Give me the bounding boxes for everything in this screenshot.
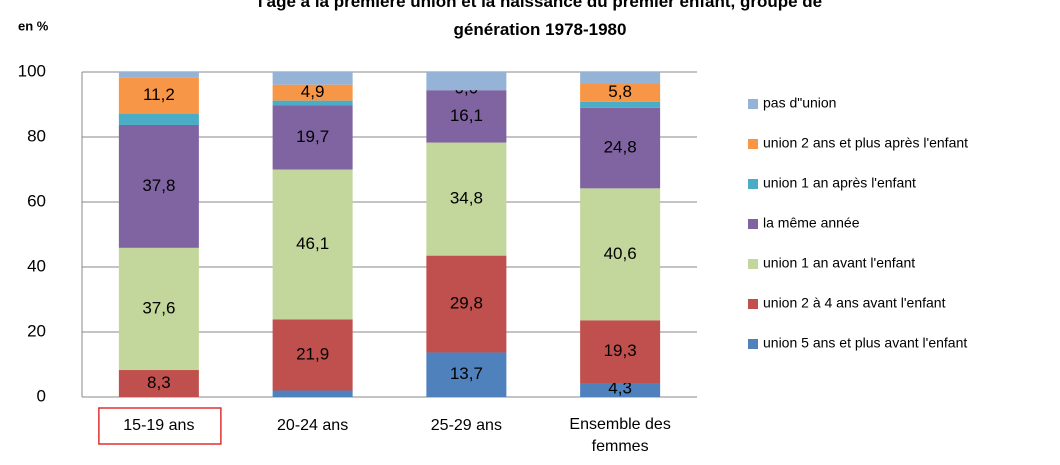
bar-segment: [118, 124, 199, 248]
bar-segment: [426, 352, 507, 397]
legend-label: union 2 ans et plus après l'enfant: [763, 135, 968, 151]
x-tick-label: 20-24 ans: [277, 417, 348, 434]
legend-swatch: [748, 299, 758, 309]
y-axis-label: en %: [18, 18, 49, 33]
bar-segment: [118, 77, 199, 114]
bar-segment: [272, 319, 353, 391]
value-label: 4,3: [608, 378, 632, 397]
x-tick-label-box: Ensemble des femmes: [569, 416, 671, 455]
value-label: 13,7: [450, 364, 483, 383]
y-tick-label: 60: [27, 191, 46, 210]
highlight-box: [98, 407, 222, 445]
value-label: 11,2: [143, 85, 175, 104]
legend-label: union 1 an après l'enfant: [763, 175, 916, 191]
bar-segment: [118, 247, 199, 371]
x-tick-label: 15-19 ans: [123, 417, 194, 434]
bar-segment: [426, 72, 507, 91]
value-label: 16,1: [450, 106, 483, 125]
bar-segment: [426, 142, 507, 256]
bar-segment: [272, 169, 353, 320]
legend-label: pas d"union: [763, 95, 836, 111]
value-label: 46,1: [296, 234, 329, 253]
legend-label: union 5 ans et plus avant l'enfant: [763, 335, 967, 351]
bar-segment: [272, 72, 353, 85]
value-label: 24,8: [604, 138, 637, 157]
bar-segment: [272, 105, 353, 170]
value-label: 37,6: [142, 298, 175, 317]
value-label: 37,8: [142, 176, 175, 195]
x-tick-label: 25-29 ans: [431, 417, 502, 434]
legend-swatch: [748, 179, 758, 189]
legend-label: union 1 an avant l'enfant: [763, 255, 915, 271]
legend-label: union 2 à 4 ans avant l'enfant: [763, 295, 946, 311]
value-label: 29,8: [450, 294, 483, 313]
bar-segment: [580, 107, 661, 189]
bar-segment: [580, 101, 661, 108]
chart-title: l'âge à la première union et la naissanc…: [257, 0, 823, 39]
value-label: 8,3: [147, 373, 171, 392]
bar-segment: [580, 72, 661, 84]
bar-segment: [272, 390, 353, 397]
legend-label: la même année: [763, 215, 860, 231]
bar-segment: [118, 113, 199, 125]
bar-segment: [426, 255, 507, 353]
value-label: 21,9: [296, 344, 329, 363]
y-tick-label: 40: [27, 256, 46, 275]
bar-segment: [580, 320, 661, 384]
y-tick-label: 100: [18, 61, 46, 80]
x-tick-label: Ensemble des femmes: [569, 416, 671, 455]
value-label: 5,8: [608, 82, 632, 101]
bar-segment: [426, 90, 507, 143]
bar-segment: [118, 72, 199, 78]
legend-swatch: [748, 139, 758, 149]
y-tick-label: 0: [37, 386, 46, 405]
bar-segment: [272, 100, 353, 106]
value-label: 34,8: [450, 189, 483, 208]
legend-swatch: [748, 219, 758, 229]
bar-segment: [580, 83, 661, 102]
bar-segment: [580, 188, 661, 321]
legend-swatch: [748, 99, 758, 109]
value-label: 4,9: [301, 82, 325, 101]
bar-segment: [272, 84, 353, 101]
value-label: 19,7: [296, 127, 329, 146]
bar-segment: [580, 383, 661, 397]
value-label: 40,6: [604, 244, 637, 263]
bar-segment: [118, 370, 199, 397]
y-tick-label: 20: [27, 321, 46, 340]
value-label: 19,3: [604, 341, 637, 360]
legend-swatch: [748, 259, 758, 269]
y-tick-label: 80: [27, 126, 46, 145]
legend-swatch: [748, 339, 758, 349]
